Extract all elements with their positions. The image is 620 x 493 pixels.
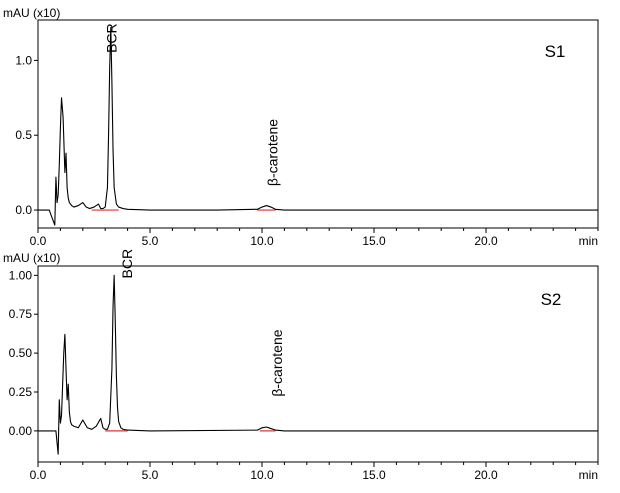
y-tick-label: 0.0 xyxy=(15,203,32,217)
y-tick-label: 1.0 xyxy=(15,53,32,67)
y-tick-label: 0.75 xyxy=(9,307,33,321)
plot-frame xyxy=(37,265,599,463)
panel-label: S2 xyxy=(541,290,562,309)
y-tick-label: 0.50 xyxy=(9,346,33,360)
panel-2: 0.00 0.25 0.50 0.75 1.00 0.0 5.0 10.0 15.0 20.0 mi… xyxy=(3,249,599,482)
y-unit-label: mAU (x10) xyxy=(3,251,60,265)
y-tick-label: 1.00 xyxy=(9,268,33,282)
chromatogram-trace xyxy=(38,26,598,226)
panel-label: S1 xyxy=(545,42,566,61)
y-tick-label: 0.25 xyxy=(9,385,33,399)
x-tick-label: 5.0 xyxy=(142,468,159,482)
x-tick-label: 10.0 xyxy=(250,468,274,482)
x-unit-label: min xyxy=(579,234,598,248)
plot-frame xyxy=(37,19,599,229)
x-unit-label: min xyxy=(579,468,598,482)
y-tick-label: 0.5 xyxy=(15,128,32,142)
x-tick-label: 15.0 xyxy=(362,468,386,482)
chromatogram-trace xyxy=(38,274,598,455)
peak-label: β-carotene xyxy=(265,119,281,186)
x-tick-label: 10.0 xyxy=(250,234,274,248)
x-tick-label: 5.0 xyxy=(142,234,159,248)
peak-label: BCR xyxy=(103,23,119,53)
x-tick-label: 20.0 xyxy=(474,234,498,248)
panel-1: 0.0 0.5 1.0 0.0 5.0 10.0 15.0 20.0 min mAU (x10) B… xyxy=(3,6,599,248)
x-tick-label: 20.0 xyxy=(474,468,498,482)
x-tick-label: 15.0 xyxy=(362,234,386,248)
x-tick-label: 0.0 xyxy=(30,234,47,248)
y-unit-label: mAU (x10) xyxy=(3,6,60,20)
peak-label: BCR xyxy=(119,249,135,279)
y-tick-label: 0.00 xyxy=(9,424,33,438)
peak-label: β-carotene xyxy=(269,329,285,396)
x-tick-label: 0.0 xyxy=(30,468,47,482)
